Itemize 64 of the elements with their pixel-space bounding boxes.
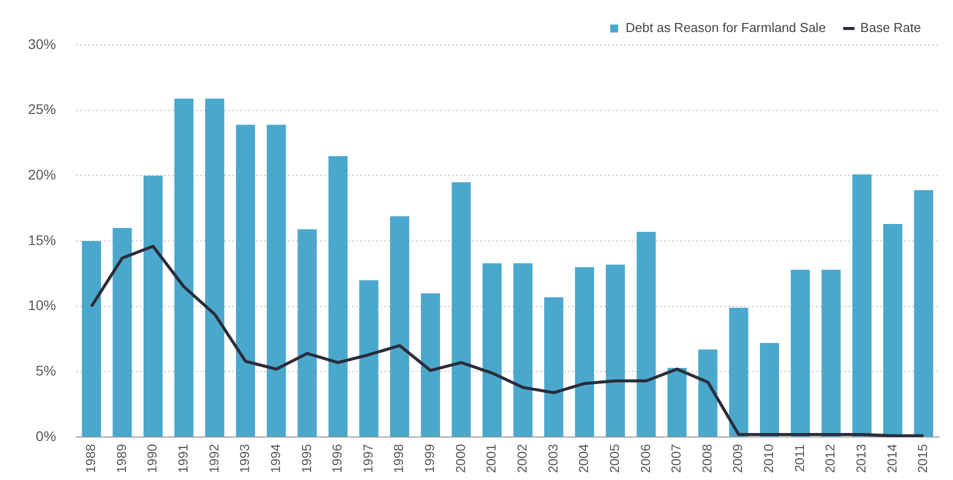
bar [420, 293, 440, 437]
x-tick-label: 2001 [484, 444, 499, 473]
y-tick-label: 0% [36, 428, 56, 444]
bar [452, 182, 471, 437]
x-tick-label: 2002 [514, 444, 530, 473]
y-tick-label: 25% [28, 101, 56, 118]
bar [174, 98, 194, 437]
bar [760, 342, 780, 437]
x-tick-label: 1994 [268, 444, 283, 473]
y-tick-label: 15% [28, 232, 56, 248]
y-tick-label: 20% [28, 166, 56, 183]
x-tick-label: 2011 [792, 444, 807, 472]
x-tick-label: 2000 [452, 444, 468, 473]
bar [328, 156, 348, 437]
y-tick-label: 30% [28, 36, 56, 52]
bar [544, 297, 564, 437]
y-tick-label: 10% [28, 297, 56, 314]
x-tick-label: 2004 [576, 444, 592, 473]
x-tick-label: 1989 [114, 444, 129, 473]
bar [636, 232, 656, 437]
x-tick-label: 2008 [699, 444, 714, 473]
bar [266, 124, 286, 437]
bar [822, 270, 841, 437]
bar [82, 241, 101, 437]
bar [914, 190, 934, 437]
x-tick-label: 2010 [761, 444, 776, 473]
x-tick-label: 1992 [206, 444, 222, 473]
x-tick-label: 1999 [422, 444, 438, 473]
x-tick-label: 1993 [237, 444, 252, 473]
x-tick-label: 1998 [391, 444, 406, 473]
bar [390, 216, 410, 437]
y-tick-label: 5% [36, 362, 56, 379]
bar [729, 308, 748, 437]
legend-label: Debt as Reason for Farmland Sale [626, 20, 826, 36]
x-tick-label: 2007 [668, 444, 684, 473]
bar [144, 176, 163, 437]
x-tick-label: 1988 [83, 444, 98, 473]
bar [790, 270, 810, 437]
x-tick-label: 2006 [638, 444, 653, 473]
x-tick-label: 1990 [144, 444, 160, 473]
bar [112, 228, 132, 437]
x-tick-label: 1997 [360, 444, 376, 473]
bar [606, 264, 625, 437]
bar [667, 368, 687, 437]
x-tick-label: 2013 [854, 444, 869, 473]
x-tick-label: 1996 [330, 444, 345, 473]
bar [513, 263, 532, 437]
bar [359, 280, 378, 437]
bar [482, 263, 502, 437]
x-tick-label: 2009 [730, 444, 746, 473]
x-tick-label: 2014 [884, 444, 900, 473]
x-tick-label: 2005 [606, 444, 622, 473]
bar [698, 350, 718, 437]
bar [236, 124, 256, 437]
bar [298, 229, 317, 437]
bar [205, 98, 224, 437]
x-tick-label: 2012 [822, 444, 838, 473]
x-tick-label: 1991 [175, 444, 190, 473]
legend-label: Base Rate [860, 20, 921, 36]
x-tick-label: 1995 [298, 444, 314, 473]
bar [852, 174, 872, 437]
x-tick-label: 2015 [915, 444, 930, 473]
bar [575, 267, 594, 437]
x-tick-label: 2003 [545, 444, 560, 473]
